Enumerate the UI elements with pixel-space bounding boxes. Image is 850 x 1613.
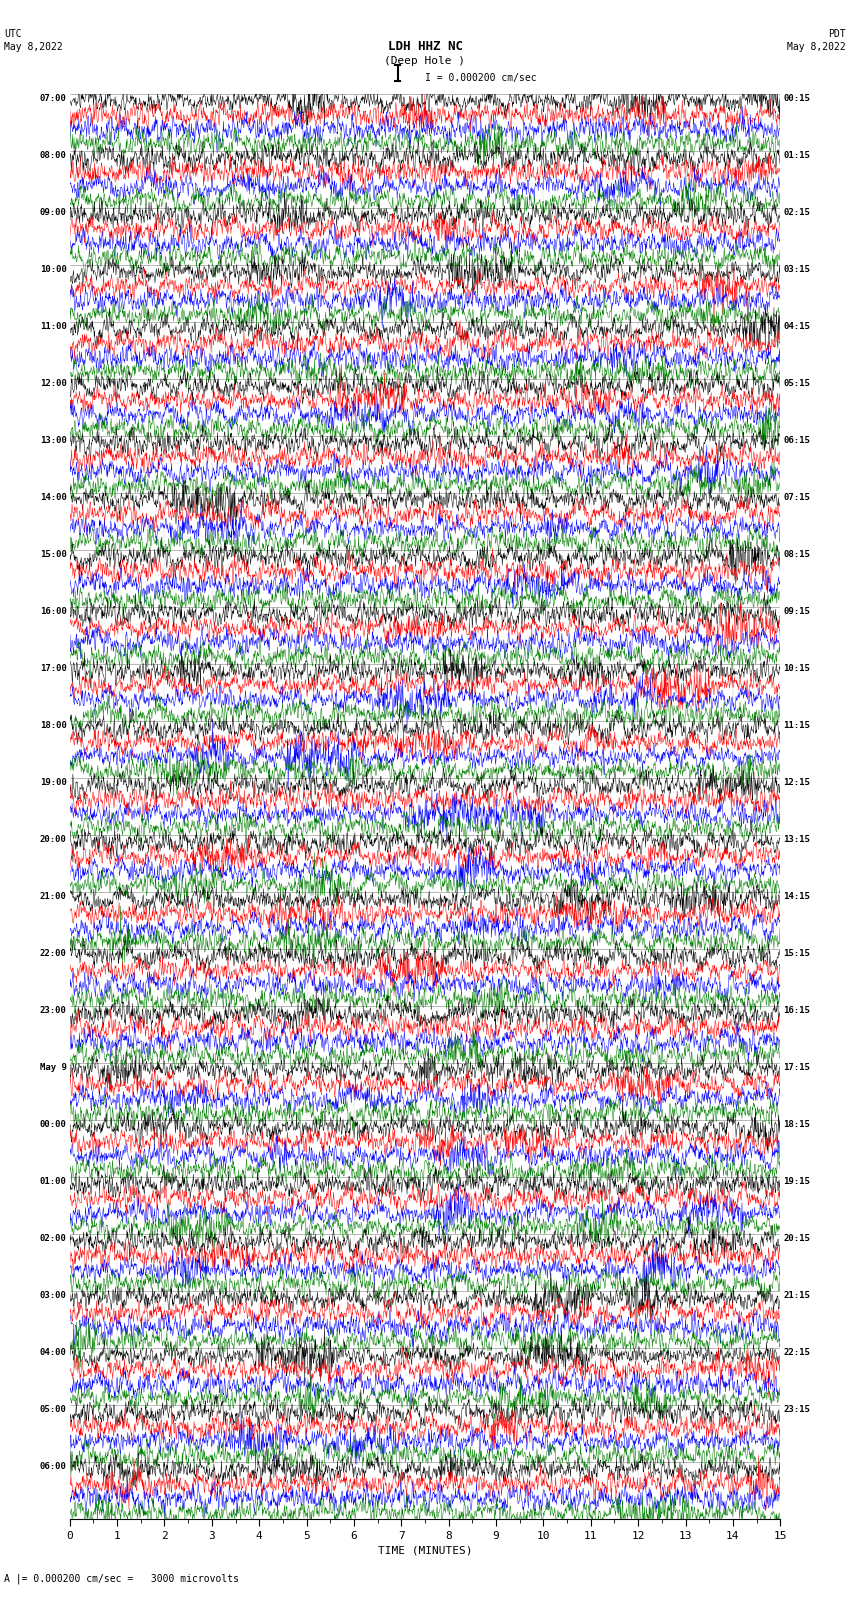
Text: (Deep Hole ): (Deep Hole ) bbox=[384, 56, 466, 66]
Text: 17:15: 17:15 bbox=[783, 1063, 810, 1073]
Text: 16:00: 16:00 bbox=[40, 606, 67, 616]
Text: 07:15: 07:15 bbox=[783, 494, 810, 502]
Text: 16:15: 16:15 bbox=[783, 1007, 810, 1015]
Text: 22:00: 22:00 bbox=[40, 948, 67, 958]
Text: 18:00: 18:00 bbox=[40, 721, 67, 731]
Text: 23:00: 23:00 bbox=[40, 1007, 67, 1015]
Text: A |= 0.000200 cm/sec =   3000 microvolts: A |= 0.000200 cm/sec = 3000 microvolts bbox=[4, 1573, 239, 1584]
Text: 22:15: 22:15 bbox=[783, 1348, 810, 1357]
Text: 01:00: 01:00 bbox=[40, 1177, 67, 1186]
Text: 07:00: 07:00 bbox=[40, 94, 67, 103]
Text: 18:15: 18:15 bbox=[783, 1119, 810, 1129]
Text: 00:00: 00:00 bbox=[40, 1119, 67, 1129]
X-axis label: TIME (MINUTES): TIME (MINUTES) bbox=[377, 1545, 473, 1555]
Text: 04:15: 04:15 bbox=[783, 321, 810, 331]
Text: 12:00: 12:00 bbox=[40, 379, 67, 387]
Text: 05:15: 05:15 bbox=[783, 379, 810, 387]
Text: 13:15: 13:15 bbox=[783, 836, 810, 844]
Text: 10:00: 10:00 bbox=[40, 265, 67, 274]
Text: 19:15: 19:15 bbox=[783, 1177, 810, 1186]
Text: 05:00: 05:00 bbox=[40, 1405, 67, 1415]
Text: 20:00: 20:00 bbox=[40, 836, 67, 844]
Text: 02:00: 02:00 bbox=[40, 1234, 67, 1244]
Text: 04:00: 04:00 bbox=[40, 1348, 67, 1357]
Text: 09:00: 09:00 bbox=[40, 208, 67, 216]
Text: LDH HHZ NC: LDH HHZ NC bbox=[388, 40, 462, 53]
Text: 15:00: 15:00 bbox=[40, 550, 67, 558]
Text: UTC: UTC bbox=[4, 29, 22, 39]
Text: 13:00: 13:00 bbox=[40, 436, 67, 445]
Text: 02:15: 02:15 bbox=[783, 208, 810, 216]
Text: 14:15: 14:15 bbox=[783, 892, 810, 902]
Text: 10:15: 10:15 bbox=[783, 665, 810, 673]
Text: 20:15: 20:15 bbox=[783, 1234, 810, 1244]
Text: 03:00: 03:00 bbox=[40, 1292, 67, 1300]
Text: May 8,2022: May 8,2022 bbox=[787, 42, 846, 52]
Text: 21:00: 21:00 bbox=[40, 892, 67, 902]
Text: 11:15: 11:15 bbox=[783, 721, 810, 731]
Text: 19:00: 19:00 bbox=[40, 777, 67, 787]
Text: 23:15: 23:15 bbox=[783, 1405, 810, 1415]
Text: 09:15: 09:15 bbox=[783, 606, 810, 616]
Text: PDT: PDT bbox=[828, 29, 846, 39]
Text: 17:00: 17:00 bbox=[40, 665, 67, 673]
Text: May 9: May 9 bbox=[40, 1063, 67, 1073]
Text: 08:00: 08:00 bbox=[40, 150, 67, 160]
Text: 01:15: 01:15 bbox=[783, 150, 810, 160]
Text: 15:15: 15:15 bbox=[783, 948, 810, 958]
Text: May 8,2022: May 8,2022 bbox=[4, 42, 63, 52]
Text: 14:00: 14:00 bbox=[40, 494, 67, 502]
Text: 00:15: 00:15 bbox=[783, 94, 810, 103]
Text: I = 0.000200 cm/sec: I = 0.000200 cm/sec bbox=[425, 73, 536, 82]
Text: 08:15: 08:15 bbox=[783, 550, 810, 558]
Text: 21:15: 21:15 bbox=[783, 1292, 810, 1300]
Text: 06:15: 06:15 bbox=[783, 436, 810, 445]
Text: 06:00: 06:00 bbox=[40, 1463, 67, 1471]
Text: 12:15: 12:15 bbox=[783, 777, 810, 787]
Text: 11:00: 11:00 bbox=[40, 321, 67, 331]
Text: 03:15: 03:15 bbox=[783, 265, 810, 274]
